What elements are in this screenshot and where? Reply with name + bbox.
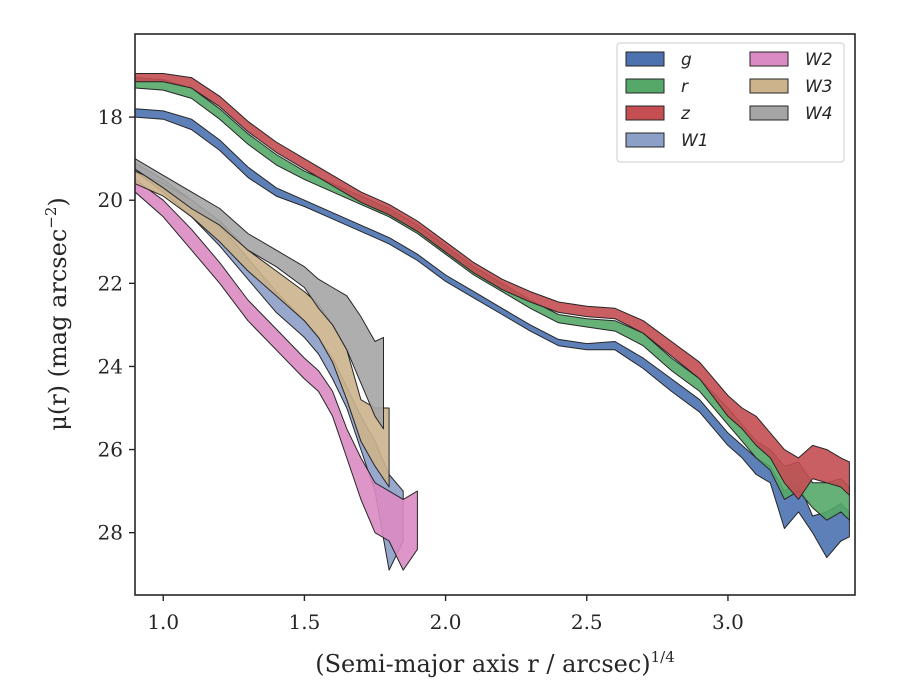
- legend-label-g: g: [681, 50, 692, 70]
- legend-label-z: z: [680, 104, 691, 124]
- legend-label-w1: W1: [681, 131, 709, 151]
- legend-label-w4: W4: [805, 104, 833, 124]
- legend-swatch-g: [625, 51, 665, 67]
- x-tick-label-3: 2.5: [571, 610, 603, 634]
- legend-label-w3: W3: [805, 77, 833, 97]
- band-w3: [135, 170, 390, 488]
- legend-swatch-w3: [749, 78, 789, 94]
- y-axis-label: μ(r) (mag arcsec−2): [42, 197, 72, 431]
- y-tick-label-0: 18: [98, 105, 123, 129]
- x-tick-label-2: 2.0: [430, 610, 462, 634]
- legend-swatch-w2: [749, 51, 789, 67]
- axis-ticks: 1.0 1.5 2.0 2.5 3.0 18 20 22 24 26 28: [98, 105, 744, 634]
- x-tick-label-4: 3.0: [712, 610, 744, 634]
- x-axis-label: (Semi-major axis r / arcsec)1/4: [315, 648, 675, 678]
- profile-bands: [135, 73, 850, 571]
- legend-swatch-w4: [749, 105, 789, 121]
- band-w2: [135, 178, 418, 571]
- band-w4: [135, 158, 384, 430]
- y-tick-label-2: 22: [98, 271, 123, 295]
- legend-frame: [616, 42, 845, 163]
- y-tick-label-4: 26: [98, 438, 123, 462]
- legend-label-r: r: [681, 77, 689, 97]
- band-z: [135, 73, 850, 500]
- x-tick-label-0: 1.0: [147, 610, 179, 634]
- y-tick-label-1: 20: [98, 188, 123, 212]
- band-g: [135, 108, 850, 559]
- legend-swatch-r: [625, 78, 665, 94]
- x-tick-label-1: 1.5: [289, 610, 321, 634]
- plot-frame: [134, 33, 856, 596]
- legend: grz W1 W2 W3 W4: [616, 42, 845, 163]
- y-tick-label-3: 24: [98, 354, 123, 378]
- legend-swatch-z: [625, 105, 665, 121]
- legend-label-w2: W2: [805, 50, 833, 70]
- y-tick-label-5: 28: [98, 521, 123, 545]
- legend-swatch-w1: [625, 132, 665, 148]
